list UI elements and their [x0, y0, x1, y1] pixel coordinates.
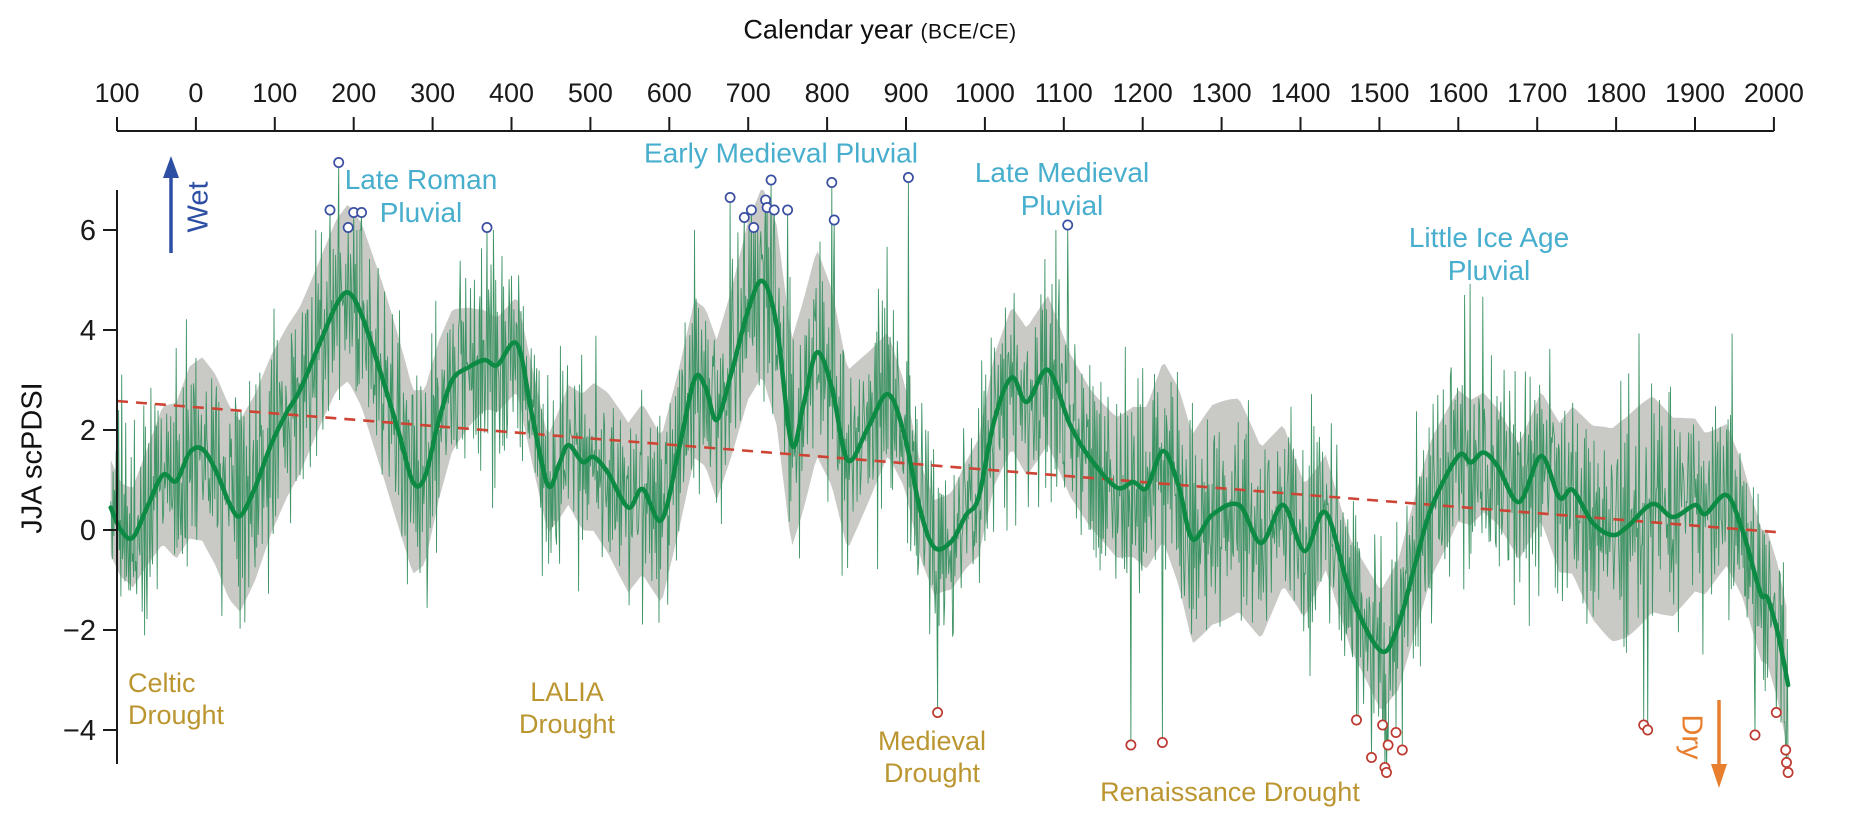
- wet-extreme-marker: [356, 207, 368, 218]
- annotation-celtic-drought: Celtic Drought: [128, 668, 225, 730]
- trend-line: [116, 399, 1782, 534]
- x-tick-label: 600: [647, 78, 692, 108]
- wet-extreme-marker: [738, 212, 750, 223]
- annotation-late-medieval-pluvial: Late Medieval Pluvial: [974, 157, 1150, 221]
- x-tick-label: 1000: [955, 78, 1015, 108]
- x-tick-label: 1300: [1192, 78, 1252, 108]
- dry-extreme-marker: [1125, 739, 1137, 751]
- x-tick-label: 500: [568, 78, 613, 108]
- x-tick-label: 300: [410, 78, 455, 108]
- x-axis-title-units: (BCE/CE): [920, 20, 1017, 44]
- x-tick-label: 2000: [1744, 78, 1804, 108]
- x-tick-label: 800: [805, 78, 850, 108]
- smoothed-mean-line: [108, 278, 1791, 688]
- wet-extreme-marker: [768, 204, 780, 216]
- x-axis-title: Calendar year (BCE/CE): [743, 15, 1016, 46]
- dry-extreme-marker: [1781, 757, 1792, 768]
- dry-extreme-marker: [1377, 719, 1389, 731]
- dry-extreme-marker: [1396, 744, 1408, 756]
- dry-extreme-marker: [1156, 737, 1168, 748]
- x-tick-label: 1600: [1428, 78, 1488, 108]
- x-tick-label: 900: [883, 78, 928, 108]
- x-axis-title-text: Calendar year: [743, 14, 913, 45]
- annotation-early-medieval-pluvial: Early Medieval Pluvial: [644, 137, 918, 169]
- annotation-lalia-drought: LALIA Drought: [518, 677, 616, 739]
- x-tick-label: 100: [252, 78, 297, 108]
- y-tick-label: 6: [80, 215, 96, 247]
- dry-extreme-marker: [1351, 714, 1362, 726]
- annotation-medieval-drought: Medieval Drought: [877, 726, 987, 788]
- dry-extreme-marker: [1390, 727, 1402, 738]
- annual-series-line: [110, 162, 1789, 773]
- dry-extreme-marker: [1780, 744, 1792, 756]
- dry-arrow-head: [1711, 764, 1727, 788]
- x-tick-label: 1400: [1270, 78, 1330, 108]
- x-tick-label: 1200: [1113, 78, 1173, 108]
- wet-extreme-marker: [745, 204, 757, 216]
- wet-extreme-marker: [748, 222, 760, 233]
- y-tick-label: 2: [80, 415, 96, 447]
- annotation-little-ice-age-pluvial: Little Ice Age Pluvial: [1408, 222, 1570, 286]
- x-tick-label: 400: [489, 78, 534, 108]
- wet-extreme-marker: [333, 157, 345, 168]
- dry-extreme-marker: [1381, 767, 1392, 778]
- x-tick-label: 1700: [1507, 78, 1567, 108]
- x-tick-label: 1900: [1665, 78, 1725, 108]
- dry-extreme-marker: [932, 707, 944, 718]
- wet-extreme-marker: [342, 222, 354, 233]
- wet-extreme-marker: [826, 177, 838, 188]
- x-tick-label: 1500: [1349, 78, 1409, 108]
- wet-extreme-marker: [828, 214, 840, 226]
- dry-extreme-marker: [1770, 707, 1782, 718]
- annotation-renaissance-drought: Renaissance Drought: [1100, 777, 1360, 807]
- y-axis-title: JJA scPDSI: [16, 382, 49, 534]
- wet-extreme-marker: [782, 204, 794, 216]
- annotation-late-roman-pluvial: Late Roman Pluvial: [344, 164, 498, 228]
- y-tick-label: −4: [63, 715, 96, 747]
- x-tick-label: 0: [188, 78, 203, 108]
- dry-direction-label: Dry: [1675, 714, 1708, 760]
- dry-extreme-marker: [1382, 739, 1394, 751]
- y-tick-label: 0: [80, 515, 96, 547]
- wet-direction-label: Wet: [182, 181, 215, 233]
- x-tick-label: 1800: [1586, 78, 1646, 108]
- dry-extreme-marker: [1366, 752, 1377, 763]
- y-tick-label: 4: [80, 315, 96, 347]
- dry-extreme-marker: [1782, 767, 1794, 778]
- wet-extreme-marker: [481, 222, 493, 233]
- x-tick-label: 200: [331, 78, 376, 108]
- wet-extreme-marker: [765, 174, 777, 186]
- dry-extreme-marker: [1642, 724, 1654, 736]
- y-tick-label: −2: [63, 615, 96, 647]
- wet-extreme-marker: [1062, 219, 1074, 231]
- wet-extreme-marker: [724, 192, 736, 203]
- x-tick-label: 1100: [1035, 78, 1093, 108]
- wet-extreme-marker: [324, 204, 336, 216]
- dry-extreme-marker: [1749, 729, 1761, 741]
- wet-extreme-marker: [902, 172, 914, 183]
- uncertainty-band: [110, 189, 1787, 746]
- x-tick-label: 700: [726, 78, 771, 108]
- x-tick-label: 100: [94, 78, 139, 108]
- wet-arrow-head: [163, 156, 179, 178]
